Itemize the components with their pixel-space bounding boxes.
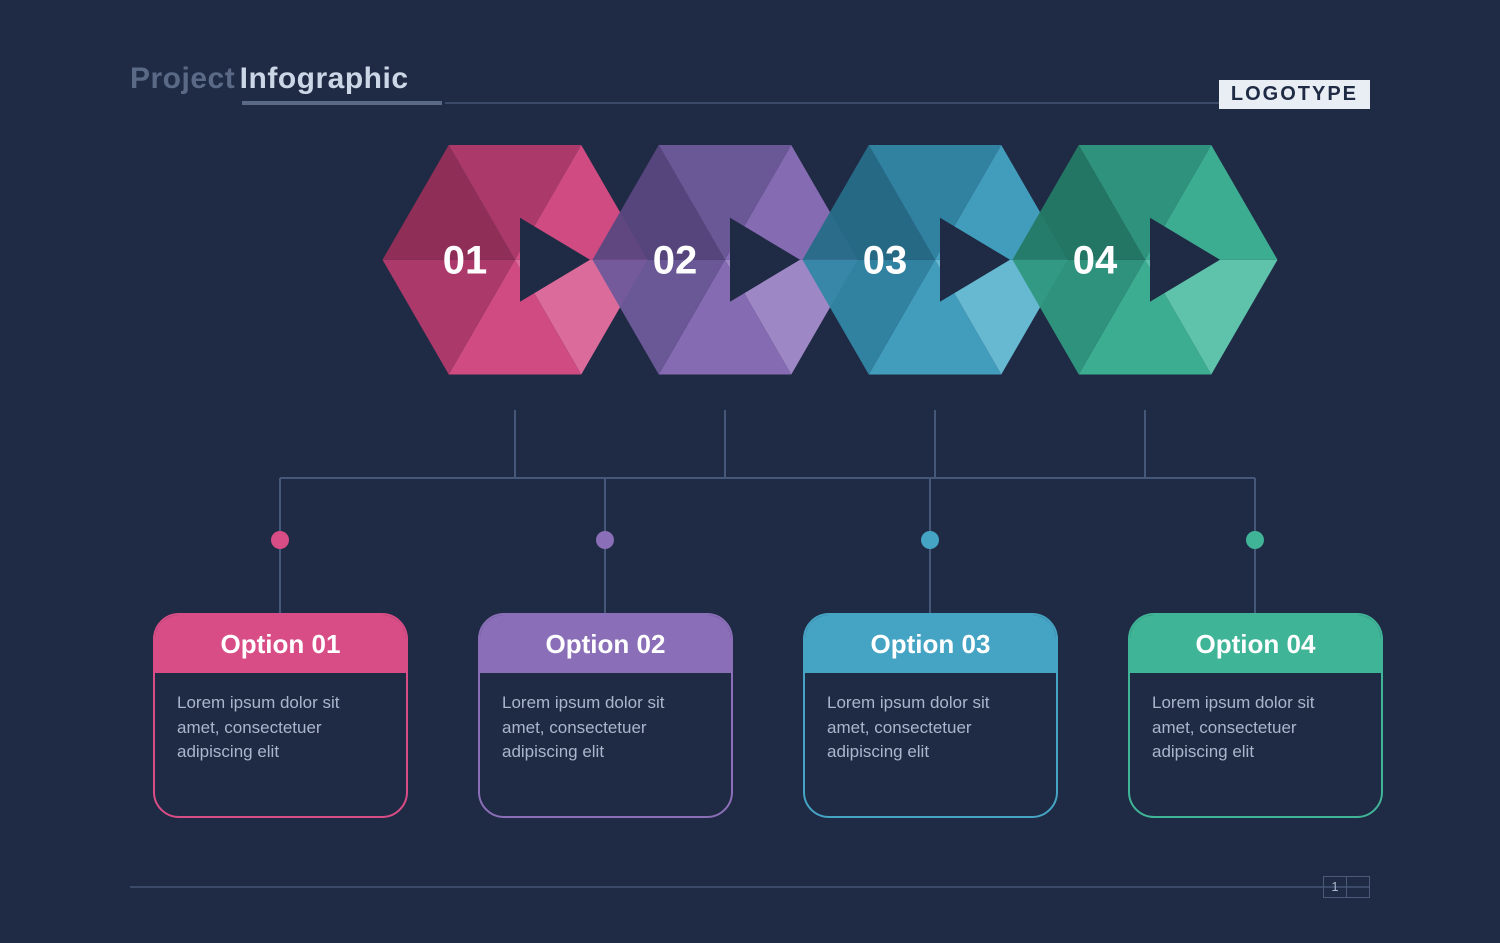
connectors [271, 410, 1264, 613]
page-number: 1 [1324, 876, 1370, 898]
hex-number: 04 [1073, 239, 1118, 283]
footer-rule [130, 886, 1370, 888]
option-card-4: Option 04Lorem ipsum dolor sit amet, con… [1128, 613, 1383, 818]
connector-dot [596, 531, 614, 549]
hexagon-04: 04 [1013, 145, 1278, 374]
hex-number: 03 [863, 239, 908, 283]
connector-dot [921, 531, 939, 549]
page-number-value: 1 [1323, 876, 1347, 898]
option-card-2: Option 02Lorem ipsum dolor sit amet, con… [478, 613, 733, 818]
connector-dot [271, 531, 289, 549]
hex-number: 02 [653, 239, 698, 283]
slide: Project Infographic LOGOTYPE 01020304 Op… [0, 0, 1500, 943]
option-card-1: Option 01Lorem ipsum dolor sit amet, con… [153, 613, 408, 818]
option-card-body: Lorem ipsum dolor sit amet, consectetuer… [155, 673, 406, 765]
page-number-empty [1346, 876, 1370, 898]
option-card-title: Option 03 [805, 615, 1056, 673]
hex-number: 01 [443, 239, 488, 283]
option-card-title: Option 04 [1130, 615, 1381, 673]
option-card-title: Option 02 [480, 615, 731, 673]
option-card-body: Lorem ipsum dolor sit amet, consectetuer… [480, 673, 731, 765]
option-card-3: Option 03Lorem ipsum dolor sit amet, con… [803, 613, 1058, 818]
option-card-title: Option 01 [155, 615, 406, 673]
option-card-body: Lorem ipsum dolor sit amet, consectetuer… [805, 673, 1056, 765]
connector-dot [1246, 531, 1264, 549]
option-card-body: Lorem ipsum dolor sit amet, consectetuer… [1130, 673, 1381, 765]
